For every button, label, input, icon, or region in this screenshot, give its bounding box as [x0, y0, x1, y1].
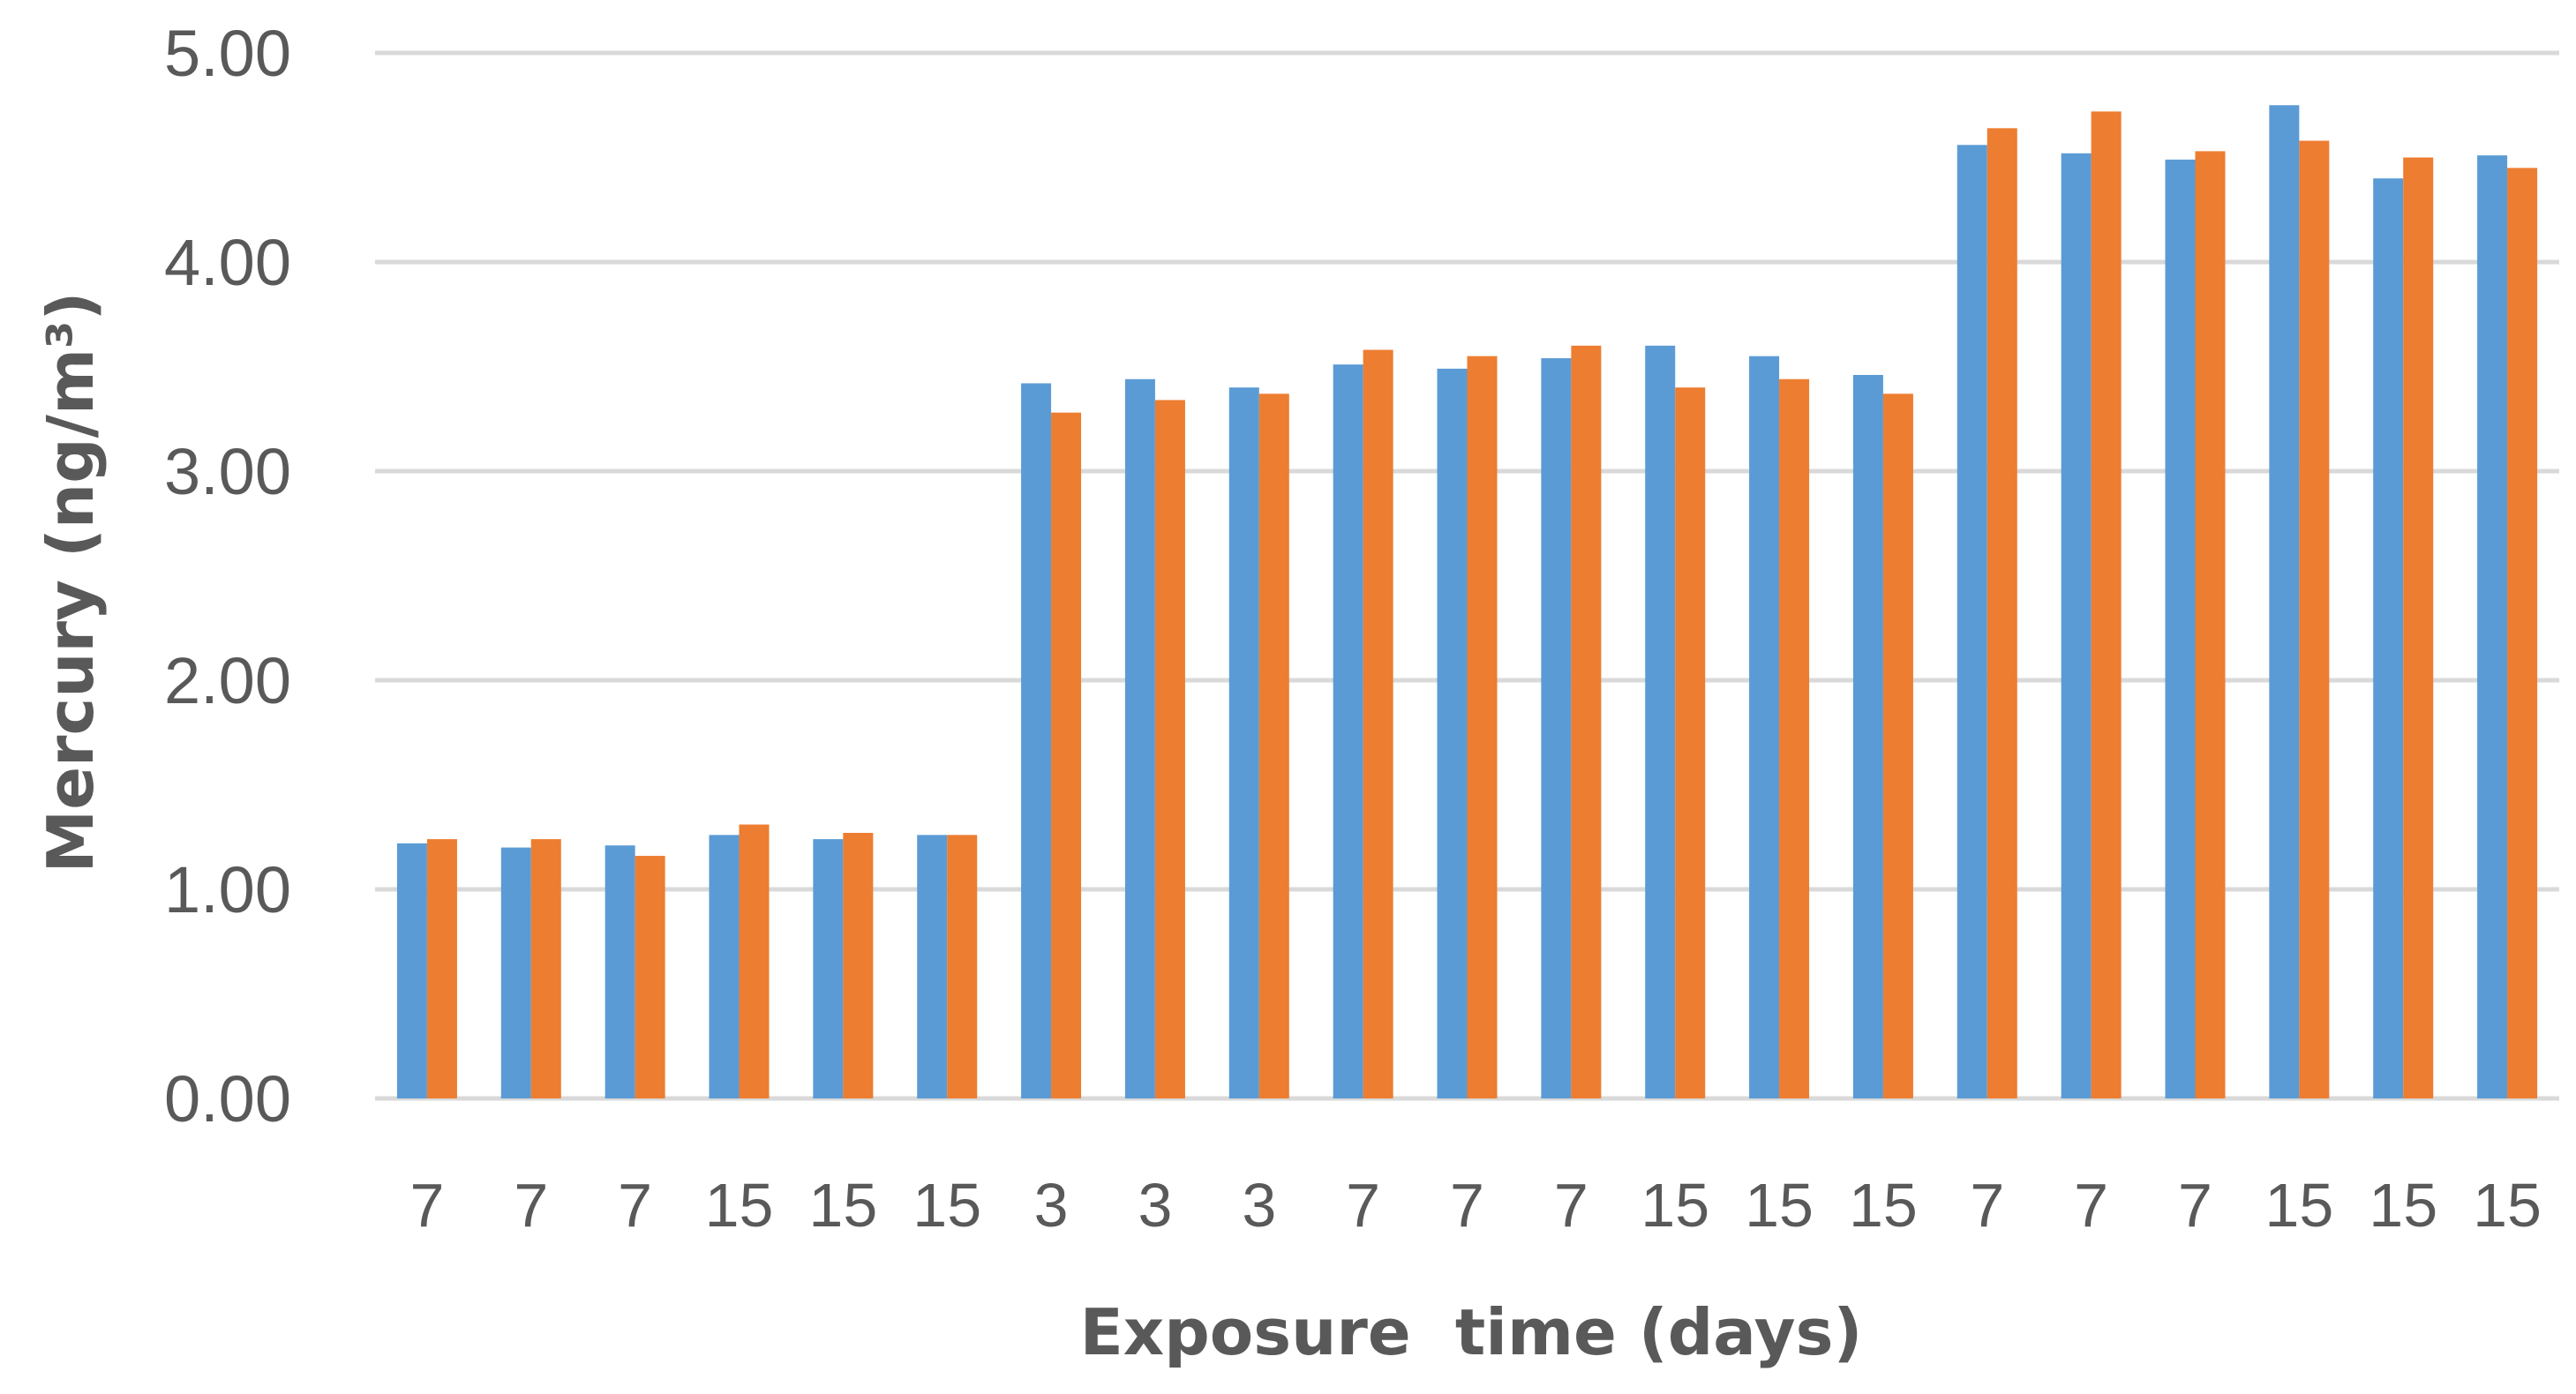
- bar-series-1: [500, 847, 531, 1098]
- bar-series-1: [2165, 159, 2196, 1098]
- bar-series-1: [813, 839, 844, 1098]
- bar-series-2: [635, 856, 665, 1098]
- x-tick-label: 15: [912, 1171, 981, 1240]
- bar-series-1: [2061, 153, 2092, 1098]
- bar-series-2: [1258, 393, 1289, 1098]
- bar-series-1: [1333, 364, 1363, 1098]
- bar-series-2: [1986, 128, 2017, 1098]
- x-tick-label: 7: [514, 1171, 548, 1240]
- x-tick-label: 3: [1138, 1171, 1172, 1240]
- bar-series-1: [2477, 155, 2508, 1098]
- x-tick-label: 7: [1450, 1171, 1484, 1240]
- bar-series-2: [2403, 157, 2434, 1098]
- y-axis-tick-labels: 0.00 1.00 2.00 3.00 4.00 5.00: [164, 17, 291, 1135]
- bar-series-2: [426, 839, 457, 1098]
- y-axis-title: Mercury (ng/m³): [34, 292, 108, 873]
- bar-series-1: [1852, 374, 1883, 1099]
- bar-series-2: [1882, 393, 1913, 1098]
- bar-series-1: [1541, 358, 1572, 1098]
- x-tick-label: 7: [2178, 1171, 2212, 1240]
- bar-series-1: [1437, 368, 1468, 1098]
- bar-series-1: [1749, 356, 1780, 1098]
- x-tick-label: 15: [2473, 1171, 2542, 1240]
- bar-series-1: [605, 845, 635, 1098]
- x-tick-label: 15: [1849, 1171, 1918, 1240]
- bar-series-2: [2299, 140, 2330, 1098]
- bar-series-1: [396, 843, 427, 1098]
- bar-series-2: [530, 839, 561, 1098]
- y-tick-label: 5.00: [164, 17, 291, 90]
- x-tick-label: 7: [1346, 1171, 1380, 1240]
- bar-series-2: [1779, 378, 1810, 1099]
- y-tick-label: 4.00: [164, 226, 291, 299]
- x-axis-title: Exposure time (days): [1080, 1295, 1863, 1369]
- bar-series-1: [1124, 378, 1155, 1099]
- bar-series-1: [1645, 345, 1676, 1098]
- x-tick-label: 15: [808, 1171, 877, 1240]
- bar-series-1: [1021, 383, 1052, 1099]
- bar-series-2: [739, 824, 770, 1098]
- bar-series-1: [1956, 145, 1987, 1098]
- bar-series-2: [2507, 168, 2538, 1099]
- y-tick-label: 1.00: [164, 853, 291, 926]
- x-tick-label: 3: [1034, 1171, 1069, 1240]
- x-tick-label: 15: [2264, 1171, 2333, 1240]
- x-tick-label: 15: [1745, 1171, 1814, 1240]
- x-tick-label: 7: [1554, 1171, 1588, 1240]
- y-tick-label: 0.00: [164, 1062, 291, 1135]
- bar-series-2: [2091, 111, 2122, 1099]
- bars: [396, 105, 2538, 1099]
- bar-series-1: [2373, 178, 2404, 1099]
- x-tick-label: 7: [409, 1171, 444, 1240]
- bar-series-2: [2195, 151, 2226, 1098]
- x-tick-label: 7: [2074, 1171, 2108, 1240]
- bar-series-2: [1363, 349, 1393, 1098]
- bar-series-1: [1228, 387, 1259, 1098]
- x-tick-label: 7: [1970, 1171, 2004, 1240]
- bar-series-1: [917, 835, 948, 1098]
- x-tick-label: 7: [618, 1171, 652, 1240]
- bar-series-2: [1154, 400, 1185, 1098]
- x-tick-label: 15: [2369, 1171, 2437, 1240]
- x-axis-tick-labels: 7 7 7 15 15 15 3 3 3 7 7 7 15 15 15 7 7 7 15 15 15: [409, 1171, 2542, 1240]
- x-tick-label: 3: [1242, 1171, 1276, 1240]
- bar-series-2: [1051, 412, 1082, 1098]
- y-tick-label: 2.00: [164, 644, 291, 717]
- bar-series-2: [1571, 345, 1602, 1098]
- bar-series-2: [1467, 356, 1498, 1098]
- bar-series-2: [843, 833, 874, 1098]
- bar-series-1: [2269, 105, 2300, 1098]
- y-tick-label: 3.00: [164, 435, 291, 508]
- x-tick-label: 15: [705, 1171, 774, 1240]
- x-tick-label: 15: [1641, 1171, 1709, 1240]
- bar-series-2: [1675, 387, 1706, 1098]
- bar-series-2: [947, 835, 978, 1098]
- bar-series-1: [709, 835, 740, 1098]
